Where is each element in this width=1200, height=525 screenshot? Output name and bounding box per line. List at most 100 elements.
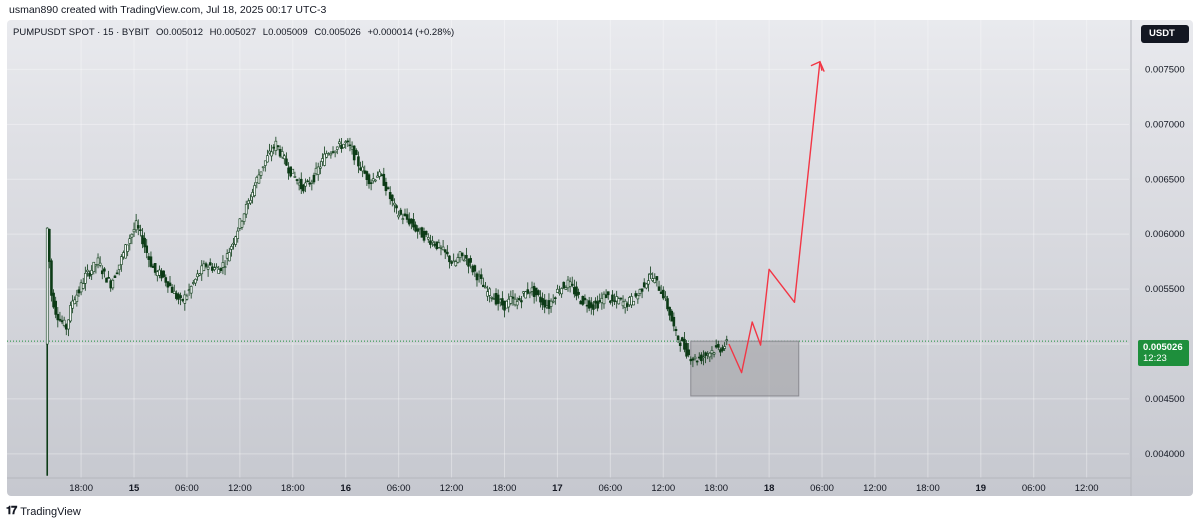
candle-body bbox=[56, 313, 60, 321]
candle-body bbox=[325, 153, 328, 158]
candle-body bbox=[234, 236, 237, 245]
candle-body bbox=[475, 273, 479, 281]
x-tick-label: 06:00 bbox=[387, 483, 411, 494]
candle-body bbox=[357, 156, 360, 167]
candle-body bbox=[674, 328, 678, 331]
candle-body bbox=[297, 182, 301, 186]
candle-body bbox=[625, 303, 629, 307]
candle-body bbox=[179, 295, 182, 299]
candle-body bbox=[488, 288, 491, 296]
x-tick-label: 12:00 bbox=[228, 483, 252, 494]
candle-body bbox=[208, 262, 212, 266]
candle-body bbox=[295, 179, 299, 181]
candle-body bbox=[151, 265, 155, 268]
candle-body bbox=[153, 263, 157, 273]
candle-body bbox=[58, 318, 62, 321]
candle-body bbox=[505, 300, 508, 309]
candle-body bbox=[507, 298, 511, 308]
candle-body bbox=[496, 294, 500, 304]
candle-body bbox=[435, 241, 439, 249]
candle-body bbox=[439, 247, 443, 249]
ohlc-low: L0.005009 bbox=[262, 27, 308, 38]
candle-body bbox=[407, 218, 411, 225]
candle-body bbox=[79, 282, 83, 293]
candle-body bbox=[272, 146, 276, 149]
candle-body bbox=[126, 244, 129, 252]
candle-body bbox=[558, 291, 561, 294]
candle-body bbox=[306, 180, 309, 183]
candle-body bbox=[615, 296, 618, 302]
symbol-name[interactable]: PUMPUSDT SPOT · 15 · BYBIT bbox=[13, 27, 150, 38]
candle-body bbox=[227, 252, 231, 262]
candle-body bbox=[261, 166, 265, 169]
candle-body bbox=[541, 298, 544, 306]
candle-body bbox=[632, 300, 635, 306]
candle-body bbox=[619, 297, 623, 300]
candle-body bbox=[166, 281, 170, 288]
candle-body bbox=[333, 150, 337, 154]
candle-body bbox=[365, 171, 369, 180]
candle-body bbox=[147, 256, 151, 260]
candle-body bbox=[666, 298, 669, 310]
footer-brand[interactable]: TradingView bbox=[20, 505, 81, 518]
candle-body bbox=[310, 181, 314, 184]
candle-body bbox=[73, 299, 77, 304]
candle-body bbox=[418, 227, 422, 230]
candle-body bbox=[653, 278, 657, 283]
candle-body bbox=[62, 319, 66, 326]
price-chart[interactable]: 0.007500 0.007000 0.006500 0.006000 0.005500… bbox=[7, 20, 1193, 496]
candle-body bbox=[518, 298, 521, 301]
candle-body bbox=[399, 209, 403, 215]
candle-body bbox=[498, 299, 502, 303]
candle-body bbox=[109, 280, 113, 289]
candle-body bbox=[458, 251, 462, 258]
x-tick-label: 12:00 bbox=[651, 483, 675, 494]
candle-body bbox=[393, 202, 396, 206]
candle-body bbox=[329, 152, 333, 156]
candle-body bbox=[579, 301, 583, 305]
candle-body bbox=[143, 237, 146, 248]
candle-body bbox=[454, 261, 458, 267]
candle-body bbox=[661, 289, 665, 299]
candle-body bbox=[302, 184, 305, 192]
candle-body bbox=[577, 291, 580, 295]
candle-body bbox=[367, 174, 371, 185]
candle-body bbox=[168, 282, 172, 286]
candle-body bbox=[551, 300, 555, 303]
candle-body bbox=[232, 242, 235, 245]
x-tick-label: 12:00 bbox=[440, 483, 464, 494]
candle-body bbox=[564, 287, 568, 290]
candle-body bbox=[289, 166, 292, 177]
candle-body bbox=[416, 228, 419, 232]
x-tick-label: 18 bbox=[764, 483, 775, 494]
ohlc-high: H0.005027 bbox=[209, 27, 257, 38]
x-tick-label: 12:00 bbox=[863, 483, 887, 494]
candle-body bbox=[181, 298, 185, 301]
candle-body bbox=[160, 270, 163, 279]
candle-body bbox=[244, 204, 248, 215]
candle-body bbox=[77, 289, 81, 294]
tradingview-logo-icon[interactable]: 𝟏𝟕 bbox=[6, 505, 17, 517]
candle-body bbox=[412, 219, 415, 228]
candle-body bbox=[583, 297, 587, 301]
currency-button[interactable]: USDT bbox=[1141, 25, 1189, 43]
candle-body bbox=[48, 228, 51, 262]
candle-body bbox=[249, 200, 252, 204]
candle-body bbox=[251, 192, 254, 198]
candle-body bbox=[697, 356, 701, 359]
candle-body bbox=[589, 302, 593, 308]
chart-panel[interactable]: 0.007500 0.007000 0.006500 0.006000 0.005500… bbox=[7, 20, 1193, 496]
candle-body bbox=[374, 179, 377, 182]
candle-body bbox=[158, 269, 161, 276]
candle-body bbox=[236, 230, 240, 239]
candle-body bbox=[327, 153, 331, 156]
candle-body bbox=[164, 277, 168, 283]
candle-body bbox=[602, 293, 606, 305]
bar-countdown: 12:23 bbox=[1143, 353, 1167, 364]
candle-body bbox=[467, 258, 470, 267]
ohlc-change: +0.000014 (+0.28%) bbox=[367, 27, 455, 38]
candle-body bbox=[723, 346, 726, 349]
candle-body bbox=[560, 288, 563, 295]
candle-body bbox=[700, 354, 703, 362]
candle-body bbox=[255, 177, 259, 184]
